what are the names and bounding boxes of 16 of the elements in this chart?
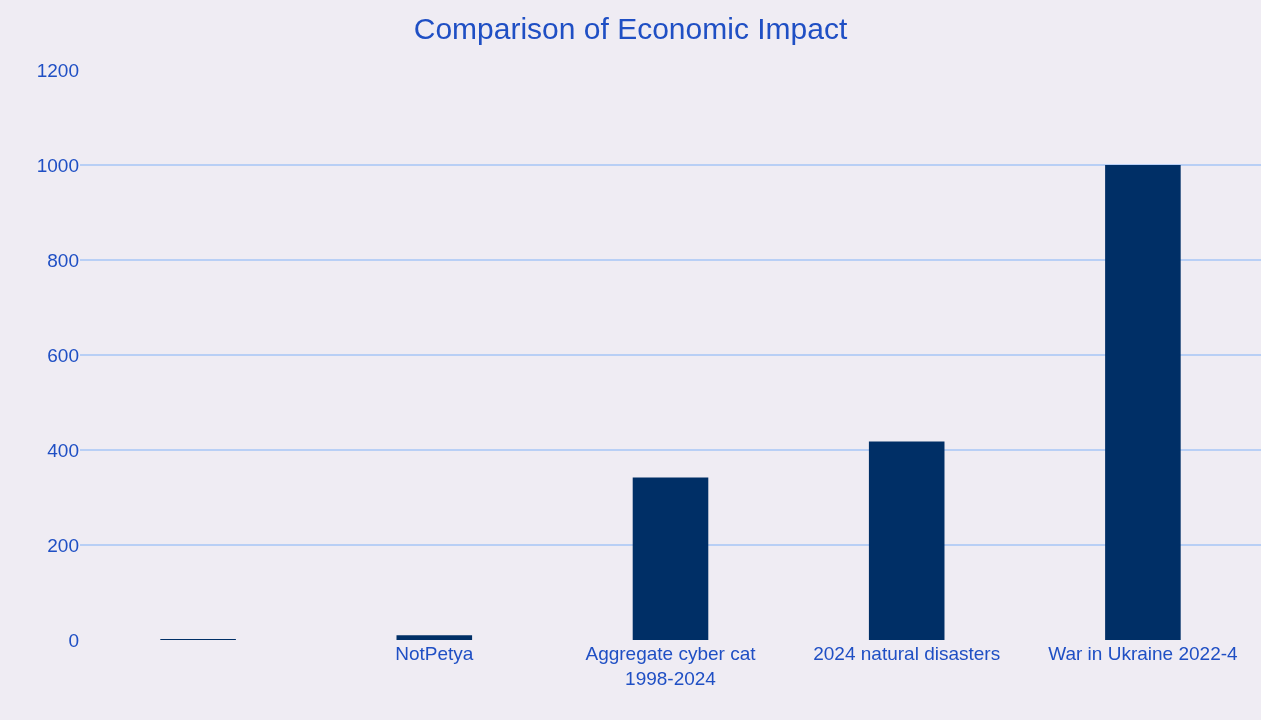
y-tick-label: 0: [68, 629, 79, 651]
x-tick-label: War in Ukraine 2022-4: [1048, 643, 1239, 664]
x-tick-label: 2024 natural disasters: [813, 643, 1001, 664]
y-tick-label: 1200: [36, 59, 79, 81]
y-tick-label: 1000: [36, 154, 79, 176]
x-tick-label: NotPetya: [395, 643, 474, 664]
bar: [868, 441, 945, 640]
x-tick-label: Aggregate cyber cat 1998-2024: [585, 643, 757, 689]
y-tick-label: 800: [47, 249, 79, 271]
bar: [396, 635, 473, 640]
y-tick-label: 200: [47, 534, 79, 556]
y-tick-label: 600: [47, 344, 79, 366]
bar: [632, 477, 709, 640]
bar: [1105, 165, 1181, 640]
chart-title: Comparison of Economic Impact: [413, 12, 848, 45]
y-tick-label: 400: [47, 439, 79, 461]
